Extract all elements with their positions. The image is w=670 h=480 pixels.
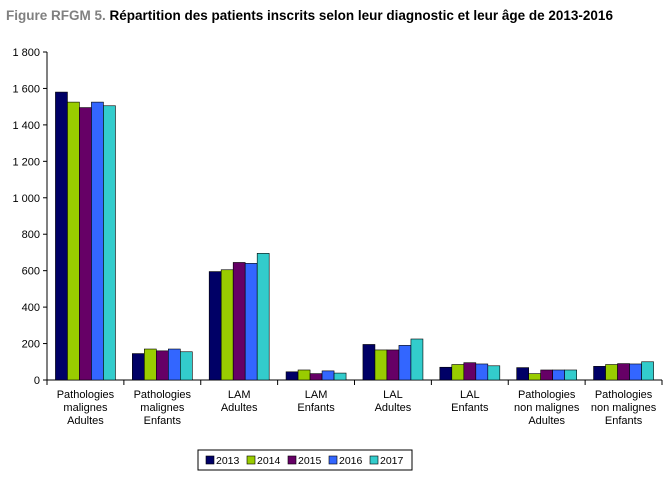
bar-2017 (180, 351, 193, 381)
bar-2016 (321, 370, 335, 381)
bar-2016 (244, 263, 258, 381)
legend-swatch-2014 (246, 455, 256, 465)
bar-2013 (55, 91, 68, 381)
bar-2016 (168, 348, 181, 381)
y-tick-label: 200 (22, 339, 40, 351)
category-label: Pathologies non malignes Enfants (591, 389, 657, 427)
legend-swatch-2015 (287, 455, 297, 465)
category-label: Pathologies malignes Enfants (134, 389, 192, 427)
category-label: Pathologies non malignes Adultes (514, 389, 580, 427)
bar-2015 (463, 362, 477, 381)
bar-2017 (410, 338, 424, 381)
bar-2015 (540, 369, 553, 381)
bar-2016 (475, 363, 489, 381)
bar-2017 (487, 365, 501, 381)
legend-swatch-2013 (205, 455, 215, 465)
bar-2017 (641, 361, 654, 381)
chart-title: Figure RFGM 5. Répartition des patients … (6, 8, 613, 23)
bar-2013 (593, 366, 606, 381)
bar-2013 (439, 366, 453, 381)
bar-2016 (552, 369, 565, 381)
bar-2015 (79, 107, 92, 381)
bar-2016 (91, 101, 104, 381)
bar-2014 (67, 101, 80, 381)
bar-2017 (103, 105, 116, 381)
bar-2014 (374, 349, 388, 381)
y-tick-label: 1 200 (12, 156, 40, 168)
bar-2013 (208, 271, 222, 381)
bar-2016 (629, 363, 642, 381)
bar-2014 (220, 269, 234, 381)
title-prefix: Figure RFGM 5. (6, 8, 106, 23)
y-tick-label: 600 (22, 266, 40, 278)
bar-2015 (386, 349, 400, 381)
category-label: Pathologies malignes Adultes (57, 389, 115, 427)
bar-2014 (144, 348, 157, 381)
bar-2014 (297, 369, 311, 381)
y-tick-label: 400 (22, 302, 40, 314)
bar-2016 (398, 345, 412, 381)
category-label: LAM Adultes (221, 389, 258, 414)
y-tick-label: 800 (22, 229, 40, 241)
y-tick-label: 0 (34, 375, 40, 387)
bar-2015 (309, 373, 323, 381)
bar-2017 (256, 253, 270, 381)
legend-label-2016: 2016 (339, 455, 363, 467)
title-text: Répartition des patients inscrits selon … (109, 8, 613, 23)
bar-2017 (333, 372, 347, 381)
legend-label-2014: 2014 (257, 455, 281, 467)
bar-2015 (617, 363, 630, 381)
legend-label-2017: 2017 (380, 455, 404, 467)
legend-swatch-2016 (328, 455, 338, 465)
bar-2015 (232, 262, 246, 381)
category-label: LAM Enfants (297, 389, 335, 414)
legend-swatch-2017 (369, 455, 379, 465)
bar-2015 (156, 350, 169, 381)
bar-2013 (362, 344, 376, 381)
legend-label-2013: 2013 (216, 455, 240, 467)
bar-2017 (564, 369, 577, 381)
category-label: LAL Adultes (375, 389, 412, 414)
bar-2013 (132, 353, 145, 381)
y-tick-label: 1 800 (12, 47, 40, 59)
y-tick-label: 1 400 (12, 120, 40, 132)
bar-2014 (528, 373, 541, 381)
bar-2014 (451, 364, 465, 381)
bar-2014 (605, 364, 618, 381)
legend (197, 449, 413, 471)
bar-2013 (285, 371, 299, 381)
y-tick-label: 1 600 (12, 83, 40, 95)
legend-label-2015: 2015 (298, 455, 322, 467)
bar-2013 (516, 367, 529, 381)
y-tick-label: 1 000 (12, 193, 40, 205)
category-label: LAL Enfants (451, 389, 489, 414)
